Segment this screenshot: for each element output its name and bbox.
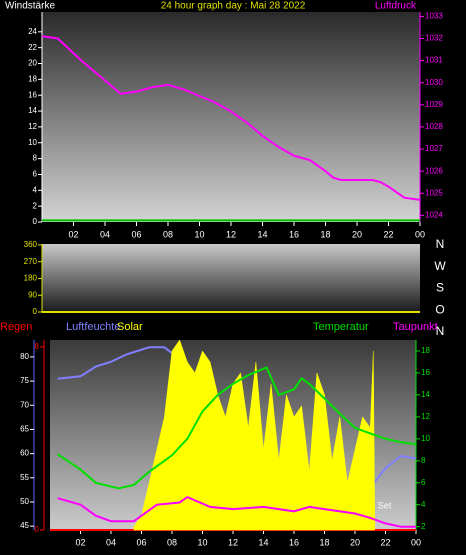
compass-label: N [436, 237, 445, 251]
line [57, 366, 417, 490]
y-tick-label: 6 [33, 170, 38, 179]
compass-label: N [436, 324, 445, 338]
y-tick-label: 1033 [425, 12, 443, 21]
y-tick-label: 1028 [425, 122, 443, 131]
y-tick-label: 0 [33, 217, 38, 226]
y-tick-label: 65 [20, 425, 29, 434]
y-tick-label: 16 [421, 368, 430, 377]
x-tick-label: 18 [320, 229, 330, 239]
y-tick-label: 4 [421, 500, 426, 509]
legend-label: Temperatur [313, 321, 369, 333]
y-tick-label: 2 [33, 201, 38, 210]
y-tick-label: 75 [20, 376, 29, 385]
axis-title: Windstärke [5, 1, 55, 12]
compass-label: O [435, 302, 444, 316]
y-tick-label: 14 [421, 390, 430, 399]
y-tick-label: 8 [35, 342, 40, 351]
legend-label: Solar [117, 321, 143, 333]
chart-title: 24 hour graph day : Mai 28 2022 [161, 1, 306, 12]
y-tick-label: 70 [20, 400, 29, 409]
x-tick-label: 20 [350, 537, 360, 547]
x-tick-label: 06 [136, 537, 146, 547]
y-tick-label: 1030 [425, 78, 443, 87]
plot-area [42, 12, 420, 222]
x-tick-label: 16 [289, 537, 299, 547]
x-tick-label: 14 [258, 537, 268, 547]
y-tick-label: 1025 [425, 188, 443, 197]
y-tick-label: 10 [28, 138, 37, 147]
y-tick-label: 0 [33, 307, 38, 316]
y-tick-label: 12 [28, 122, 37, 131]
y-tick-label: 18 [28, 74, 37, 83]
x-tick-label: 18 [319, 537, 329, 547]
y-tick-label: 10 [421, 434, 430, 443]
y-tick-label: 14 [28, 106, 37, 115]
y-tick-label: 50 [20, 497, 29, 506]
x-tick-label: 22 [383, 229, 393, 239]
line [41, 35, 421, 201]
legend-label: Luftfeuchte [66, 321, 120, 333]
y-tick-label: 8 [421, 456, 426, 465]
y-tick-label: 270 [24, 257, 38, 266]
x-tick-label: 04 [106, 537, 116, 547]
y-tick-label: 1024 [425, 210, 443, 219]
y-tick-label: 22 [28, 43, 37, 52]
y-tick-label: 60 [20, 449, 29, 458]
y-tick-label: 90 [28, 290, 37, 299]
y-tick-label: 8 [33, 154, 38, 163]
y-tick-label: 0 [35, 525, 40, 534]
x-tick-label: 20 [352, 229, 362, 239]
y-tick-label: 1032 [425, 34, 443, 43]
x-tick-label: 14 [257, 229, 267, 239]
y-tick-label: 4 [33, 185, 38, 194]
area [133, 339, 376, 531]
y-tick-label: 360 [24, 240, 38, 249]
x-tick-label: 10 [197, 537, 207, 547]
x-tick-label: 10 [194, 229, 204, 239]
y-tick-label: 6 [421, 478, 426, 487]
x-tick-label: 00 [415, 229, 425, 239]
legend-label: Regen [0, 321, 32, 333]
line [57, 495, 416, 528]
x-tick-label: 16 [289, 229, 299, 239]
compass-label: S [436, 281, 444, 295]
x-tick-label: 12 [228, 537, 238, 547]
y-tick-label: 24 [28, 27, 37, 36]
x-tick-label: 22 [380, 537, 390, 547]
y-tick-label: 20 [28, 59, 37, 68]
x-tick-label: 06 [131, 229, 141, 239]
annotation: Set [378, 500, 392, 510]
x-tick-label: 00 [411, 537, 421, 547]
y-tick-label: 16 [28, 90, 37, 99]
legend-label: Taupunkt [393, 321, 438, 333]
plot-area [42, 244, 420, 312]
y-tick-label: 1026 [425, 166, 443, 175]
x-tick-label: 02 [68, 229, 78, 239]
y-tick-label: 55 [20, 473, 29, 482]
axis-title: Luftdruck [375, 1, 417, 12]
x-tick-label: 02 [75, 537, 85, 547]
y-tick-label: 18 [421, 346, 430, 355]
y-tick-label: 1027 [425, 144, 443, 153]
y-tick-label: 2 [421, 522, 426, 531]
compass-label: W [434, 259, 446, 273]
y-tick-label: 180 [24, 274, 38, 283]
y-tick-label: 12 [421, 412, 430, 421]
y-tick-label: 45 [20, 521, 29, 530]
x-tick-label: 08 [167, 537, 177, 547]
x-tick-label: 08 [163, 229, 173, 239]
y-tick-label: 80 [20, 352, 29, 361]
x-tick-label: 12 [226, 229, 236, 239]
y-tick-label: 1031 [425, 56, 443, 65]
y-tick-label: 1029 [425, 100, 443, 109]
x-tick-label: 04 [100, 229, 110, 239]
